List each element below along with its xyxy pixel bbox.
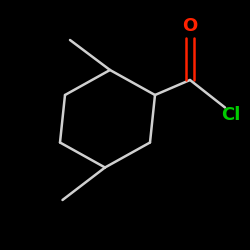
Text: Cl: Cl	[222, 106, 241, 124]
Text: O: O	[182, 17, 198, 35]
